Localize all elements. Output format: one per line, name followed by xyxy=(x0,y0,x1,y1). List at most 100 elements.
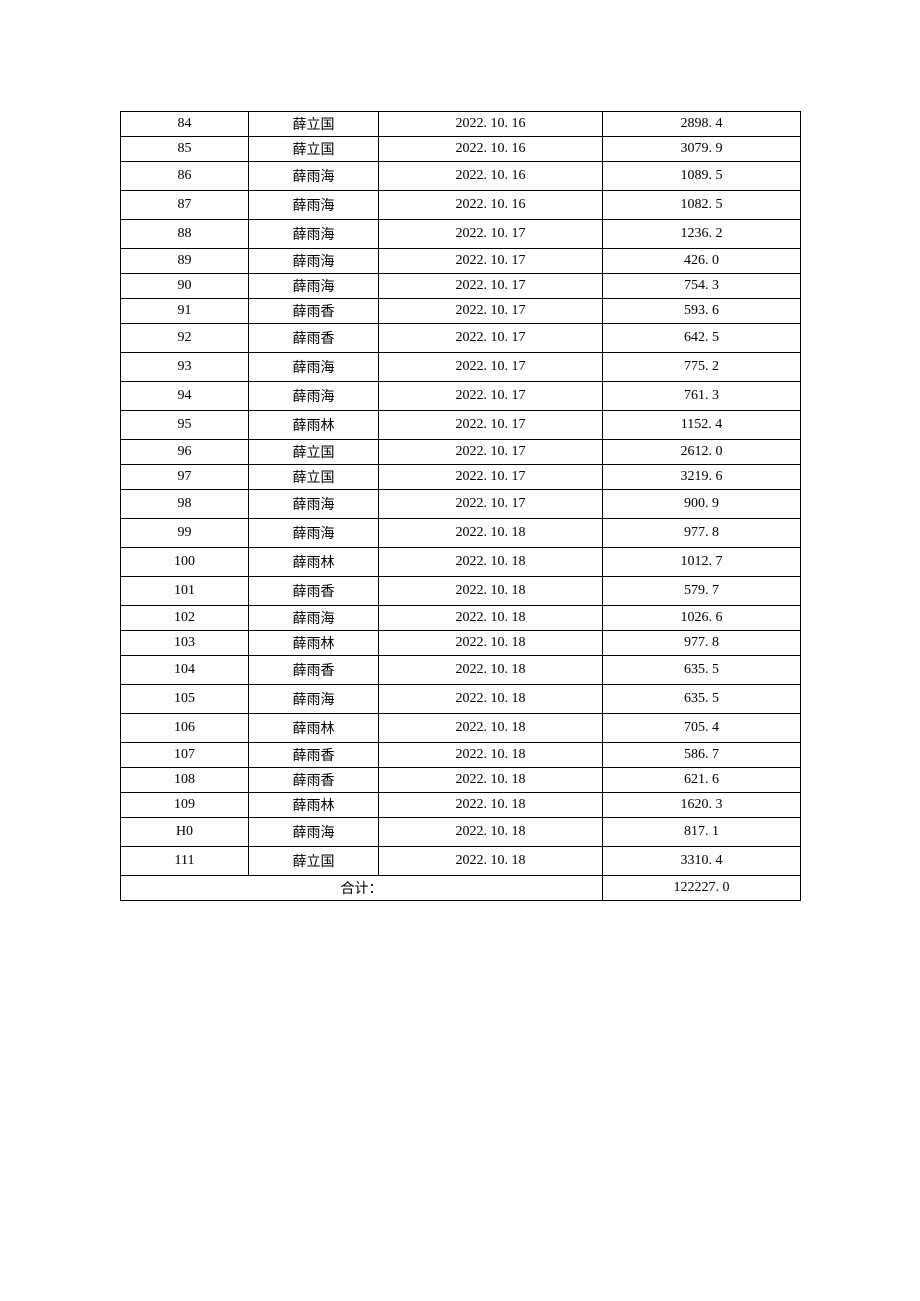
table-cell: 2022. 10. 17 xyxy=(379,411,603,440)
table-cell: 93 xyxy=(121,353,249,382)
table-cell: 775. 2 xyxy=(603,353,801,382)
table-cell: 2022. 10. 18 xyxy=(379,656,603,685)
table-row: 89薛雨海2022. 10. 17426. 0 xyxy=(121,249,801,274)
table-cell: 2022. 10. 16 xyxy=(379,137,603,162)
table-cell: 薛立国 xyxy=(249,112,379,137)
table-row: H0薛雨海2022. 10. 18817. 1 xyxy=(121,818,801,847)
table-cell: 642. 5 xyxy=(603,324,801,353)
table-cell: 105 xyxy=(121,685,249,714)
table-row: 88薛雨海2022. 10. 171236. 2 xyxy=(121,220,801,249)
table-cell: 92 xyxy=(121,324,249,353)
table-row: 85薛立国2022. 10. 163079. 9 xyxy=(121,137,801,162)
table-cell: 1620. 3 xyxy=(603,793,801,818)
table-cell: 2022. 10. 18 xyxy=(379,631,603,656)
table-row: 100薛雨林2022. 10. 181012. 7 xyxy=(121,548,801,577)
table-cell: 900. 9 xyxy=(603,490,801,519)
table-row: 109薛雨林2022. 10. 181620. 3 xyxy=(121,793,801,818)
table-row: 90薛雨海2022. 10. 17754. 3 xyxy=(121,274,801,299)
table-row: 99薛雨海2022. 10. 18977. 8 xyxy=(121,519,801,548)
table-cell: 薛雨海 xyxy=(249,249,379,274)
table-cell: 2612. 0 xyxy=(603,440,801,465)
table-cell: 621. 6 xyxy=(603,768,801,793)
table-cell: 103 xyxy=(121,631,249,656)
table-cell: 2022. 10. 17 xyxy=(379,465,603,490)
table-cell: 88 xyxy=(121,220,249,249)
table-cell: 薛雨林 xyxy=(249,548,379,577)
table-cell: 薛雨香 xyxy=(249,768,379,793)
total-value: 122227. 0 xyxy=(603,876,801,901)
table-cell: 薛雨海 xyxy=(249,191,379,220)
table-cell: 2022. 10. 18 xyxy=(379,519,603,548)
table-cell: 1152. 4 xyxy=(603,411,801,440)
table-row: 104薛雨香2022. 10. 18635. 5 xyxy=(121,656,801,685)
table-cell: 97 xyxy=(121,465,249,490)
table-cell: 1026. 6 xyxy=(603,606,801,631)
table-row: 102薛雨海2022. 10. 181026. 6 xyxy=(121,606,801,631)
table-cell: 薛雨林 xyxy=(249,714,379,743)
table-cell: 579. 7 xyxy=(603,577,801,606)
table-cell: 635. 5 xyxy=(603,685,801,714)
table-cell: 薛雨林 xyxy=(249,793,379,818)
table-row: 97薛立国2022. 10. 173219. 6 xyxy=(121,465,801,490)
table-cell: 1236. 2 xyxy=(603,220,801,249)
table-cell: 薛雨林 xyxy=(249,631,379,656)
table-cell: 2022. 10. 17 xyxy=(379,440,603,465)
table-cell: 109 xyxy=(121,793,249,818)
table-cell: 2022. 10. 18 xyxy=(379,548,603,577)
table-cell: 2022. 10. 17 xyxy=(379,249,603,274)
table-cell: 薛雨海 xyxy=(249,353,379,382)
table-row: 92薛雨香2022. 10. 17642. 5 xyxy=(121,324,801,353)
table-cell: 2022. 10. 18 xyxy=(379,768,603,793)
table-cell: 108 xyxy=(121,768,249,793)
data-table-body: 84薛立国2022. 10. 162898. 485薛立国2022. 10. 1… xyxy=(121,112,801,901)
table-cell: 86 xyxy=(121,162,249,191)
table-cell: 106 xyxy=(121,714,249,743)
table-cell: 2022. 10. 18 xyxy=(379,714,603,743)
table-cell: 1089. 5 xyxy=(603,162,801,191)
table-row: 91薛雨香2022. 10. 17593. 6 xyxy=(121,299,801,324)
table-cell: 薛雨林 xyxy=(249,411,379,440)
table-row: 87薛雨海2022. 10. 161082. 5 xyxy=(121,191,801,220)
table-cell: 薛雨海 xyxy=(249,606,379,631)
table-row: 94薛雨海2022. 10. 17761. 3 xyxy=(121,382,801,411)
table-cell: 586. 7 xyxy=(603,743,801,768)
table-total-row: 合计：122227. 0 xyxy=(121,876,801,901)
table-cell: 2022. 10. 17 xyxy=(379,220,603,249)
table-cell: 2022. 10. 17 xyxy=(379,324,603,353)
table-cell: 111 xyxy=(121,847,249,876)
table-cell: 薛雨海 xyxy=(249,274,379,299)
total-label: 合计： xyxy=(121,876,603,901)
table-cell: 98 xyxy=(121,490,249,519)
table-cell: 薛雨海 xyxy=(249,490,379,519)
table-cell: 89 xyxy=(121,249,249,274)
table-cell: 635. 5 xyxy=(603,656,801,685)
table-cell: 593. 6 xyxy=(603,299,801,324)
table-cell: 2022. 10. 16 xyxy=(379,112,603,137)
table-cell: 85 xyxy=(121,137,249,162)
table-cell: 754. 3 xyxy=(603,274,801,299)
table-cell: 2022. 10. 18 xyxy=(379,743,603,768)
table-row: 98薛雨海2022. 10. 17900. 9 xyxy=(121,490,801,519)
table-cell: 2022. 10. 17 xyxy=(379,382,603,411)
table-row: 95薛雨林2022. 10. 171152. 4 xyxy=(121,411,801,440)
table-cell: 761. 3 xyxy=(603,382,801,411)
table-cell: 2022. 10. 18 xyxy=(379,606,603,631)
table-cell: 薛立国 xyxy=(249,440,379,465)
table-row: 111薛立国2022. 10. 183310. 4 xyxy=(121,847,801,876)
table-row: 84薛立国2022. 10. 162898. 4 xyxy=(121,112,801,137)
table-cell: 3310. 4 xyxy=(603,847,801,876)
document-page: 84薛立国2022. 10. 162898. 485薛立国2022. 10. 1… xyxy=(0,0,920,1301)
table-cell: 3219. 6 xyxy=(603,465,801,490)
table-row: 108薛雨香2022. 10. 18621. 6 xyxy=(121,768,801,793)
table-cell: 2022. 10. 17 xyxy=(379,353,603,382)
table-cell: 薛雨海 xyxy=(249,818,379,847)
table-cell: 薛雨香 xyxy=(249,324,379,353)
table-cell: 薛雨海 xyxy=(249,519,379,548)
table-cell: 薛雨海 xyxy=(249,162,379,191)
table-cell: 102 xyxy=(121,606,249,631)
table-cell: 薛雨香 xyxy=(249,577,379,606)
table-cell: 2022. 10. 17 xyxy=(379,274,603,299)
table-cell: 2022. 10. 16 xyxy=(379,162,603,191)
table-cell: 薛雨海 xyxy=(249,685,379,714)
table-cell: 薛雨香 xyxy=(249,656,379,685)
